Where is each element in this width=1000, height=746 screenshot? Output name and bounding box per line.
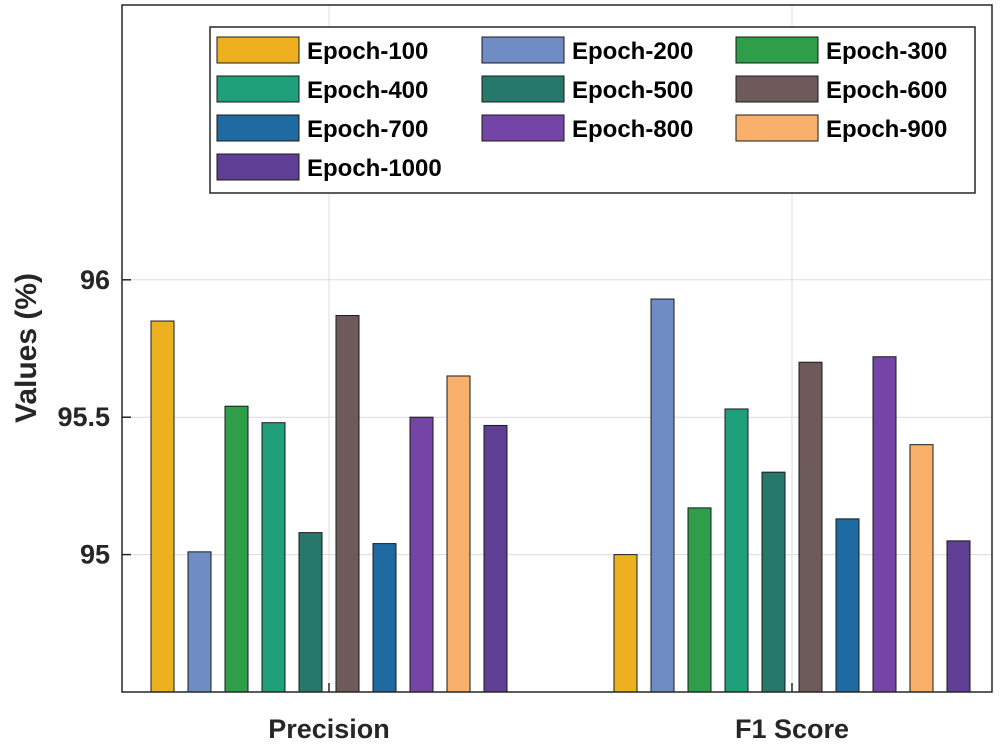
plot-frame (121, 4, 993, 693)
x-tick-label: F1 Score (735, 714, 849, 744)
legend-label: Epoch-400 (307, 77, 428, 104)
bar (483, 424, 508, 693)
bar (872, 356, 897, 693)
legend-label: Epoch-200 (572, 38, 693, 65)
legend-swatch (216, 36, 300, 64)
axes: 95 95.5 96 Precision F1 Score (57, 4, 993, 744)
y-tick-label: 95.5 (57, 402, 110, 432)
legend-label: Epoch-500 (572, 77, 693, 104)
bar (150, 320, 175, 693)
legend-label: Epoch-600 (826, 77, 947, 104)
legend-box (209, 26, 976, 194)
y-tick-label: 95 (80, 540, 110, 570)
bar (946, 540, 971, 693)
legend-swatch (735, 114, 819, 142)
legend: Epoch-100 Epoch-200 Epoch-300 Epoch-400 Epoc… (209, 26, 976, 194)
x-tick-label: Precision (268, 714, 390, 744)
legend-label: Epoch-100 (307, 38, 428, 65)
legend-swatch (735, 75, 819, 103)
bar (224, 405, 249, 693)
legend-label: Epoch-700 (307, 116, 428, 143)
bar (372, 543, 397, 693)
legend-swatch (216, 153, 300, 181)
legend-swatch (481, 75, 565, 103)
legend-label: Epoch-900 (826, 116, 947, 143)
bar (409, 416, 434, 693)
bar (187, 551, 212, 693)
bar (650, 298, 675, 693)
legend-swatch (481, 36, 565, 64)
bar (798, 361, 823, 693)
y-tick-label: 96 (80, 265, 110, 295)
bar (761, 471, 786, 693)
y-axis-label: Values (%) (10, 273, 43, 423)
bar (724, 408, 749, 693)
bar (835, 518, 860, 693)
legend-label: Epoch-800 (572, 116, 693, 143)
bar (446, 375, 471, 693)
legend-label: Epoch-300 (826, 38, 947, 65)
legend-swatch (481, 114, 565, 142)
bar (909, 444, 934, 693)
legend-label: Epoch-1000 (307, 155, 442, 182)
bar (613, 554, 638, 693)
legend-swatch (216, 75, 300, 103)
legend-swatch (735, 36, 819, 64)
legend-swatch (216, 114, 300, 142)
bar (335, 315, 360, 693)
bar (298, 532, 323, 693)
bar (687, 507, 712, 693)
bar (261, 422, 286, 693)
